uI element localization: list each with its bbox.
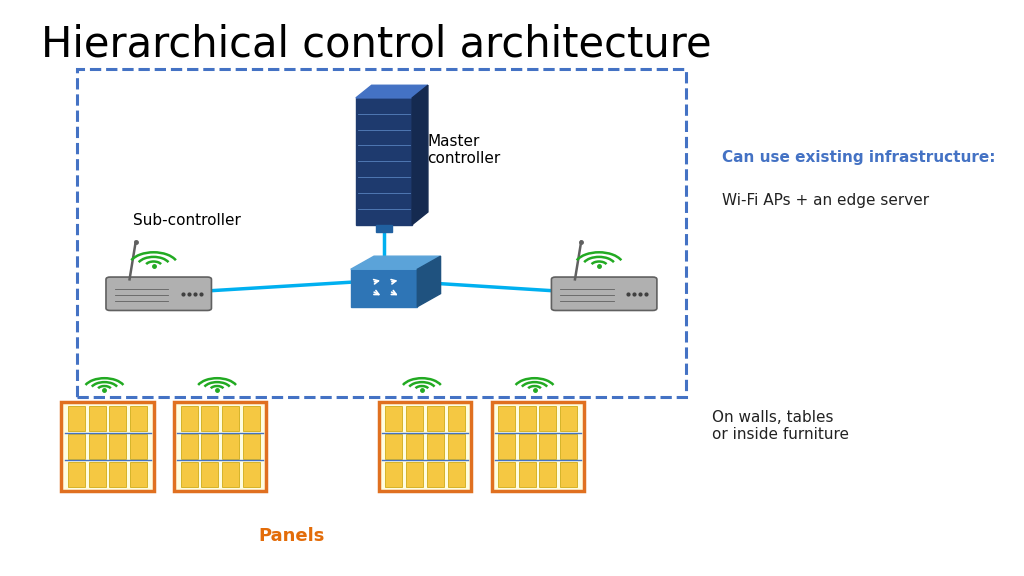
FancyBboxPatch shape xyxy=(61,402,154,491)
FancyBboxPatch shape xyxy=(492,402,584,491)
Text: Wi-Fi APs + an edge server: Wi-Fi APs + an edge server xyxy=(722,193,929,208)
FancyBboxPatch shape xyxy=(106,277,212,310)
FancyBboxPatch shape xyxy=(385,461,402,487)
FancyBboxPatch shape xyxy=(243,461,260,487)
FancyBboxPatch shape xyxy=(427,461,443,487)
FancyBboxPatch shape xyxy=(222,406,239,431)
Polygon shape xyxy=(412,85,428,225)
FancyBboxPatch shape xyxy=(498,406,515,431)
FancyBboxPatch shape xyxy=(447,406,465,431)
Polygon shape xyxy=(376,225,392,232)
FancyBboxPatch shape xyxy=(68,434,85,459)
FancyBboxPatch shape xyxy=(427,434,443,459)
FancyBboxPatch shape xyxy=(447,434,465,459)
Text: Sub-controller: Sub-controller xyxy=(133,213,241,228)
FancyBboxPatch shape xyxy=(174,402,266,491)
FancyBboxPatch shape xyxy=(202,434,218,459)
FancyBboxPatch shape xyxy=(130,461,147,487)
FancyBboxPatch shape xyxy=(498,461,515,487)
Text: Panels: Panels xyxy=(259,527,325,545)
FancyBboxPatch shape xyxy=(385,406,402,431)
FancyBboxPatch shape xyxy=(222,461,239,487)
Text: On walls, tables
or inside furniture: On walls, tables or inside furniture xyxy=(712,410,849,442)
FancyBboxPatch shape xyxy=(427,406,443,431)
FancyBboxPatch shape xyxy=(89,434,105,459)
FancyBboxPatch shape xyxy=(222,434,239,459)
FancyBboxPatch shape xyxy=(407,434,423,459)
Polygon shape xyxy=(350,256,440,270)
FancyBboxPatch shape xyxy=(551,277,657,310)
FancyBboxPatch shape xyxy=(110,406,126,431)
FancyBboxPatch shape xyxy=(202,461,218,487)
Polygon shape xyxy=(418,256,440,306)
FancyBboxPatch shape xyxy=(110,434,126,459)
FancyBboxPatch shape xyxy=(560,406,578,431)
FancyBboxPatch shape xyxy=(560,461,578,487)
FancyBboxPatch shape xyxy=(407,406,423,431)
FancyBboxPatch shape xyxy=(180,461,198,487)
FancyBboxPatch shape xyxy=(89,461,105,487)
FancyBboxPatch shape xyxy=(379,402,471,491)
Polygon shape xyxy=(356,85,428,98)
FancyBboxPatch shape xyxy=(519,406,536,431)
FancyBboxPatch shape xyxy=(89,406,105,431)
FancyBboxPatch shape xyxy=(130,434,147,459)
FancyBboxPatch shape xyxy=(540,406,556,431)
FancyBboxPatch shape xyxy=(180,434,198,459)
FancyBboxPatch shape xyxy=(180,406,198,431)
FancyBboxPatch shape xyxy=(130,406,147,431)
Text: Hierarchical control architecture: Hierarchical control architecture xyxy=(41,23,712,65)
FancyBboxPatch shape xyxy=(407,461,423,487)
FancyBboxPatch shape xyxy=(202,406,218,431)
Text: Master
controller: Master controller xyxy=(427,134,501,166)
FancyBboxPatch shape xyxy=(540,434,556,459)
FancyBboxPatch shape xyxy=(519,461,536,487)
Polygon shape xyxy=(350,270,418,306)
Text: Can use existing infrastructure:: Can use existing infrastructure: xyxy=(722,150,995,165)
FancyBboxPatch shape xyxy=(68,406,85,431)
FancyBboxPatch shape xyxy=(540,461,556,487)
FancyBboxPatch shape xyxy=(385,434,402,459)
FancyBboxPatch shape xyxy=(243,406,260,431)
FancyBboxPatch shape xyxy=(498,434,515,459)
FancyBboxPatch shape xyxy=(447,461,465,487)
FancyBboxPatch shape xyxy=(68,461,85,487)
Polygon shape xyxy=(356,98,412,225)
FancyBboxPatch shape xyxy=(243,434,260,459)
FancyBboxPatch shape xyxy=(110,461,126,487)
FancyBboxPatch shape xyxy=(560,434,578,459)
FancyBboxPatch shape xyxy=(519,434,536,459)
